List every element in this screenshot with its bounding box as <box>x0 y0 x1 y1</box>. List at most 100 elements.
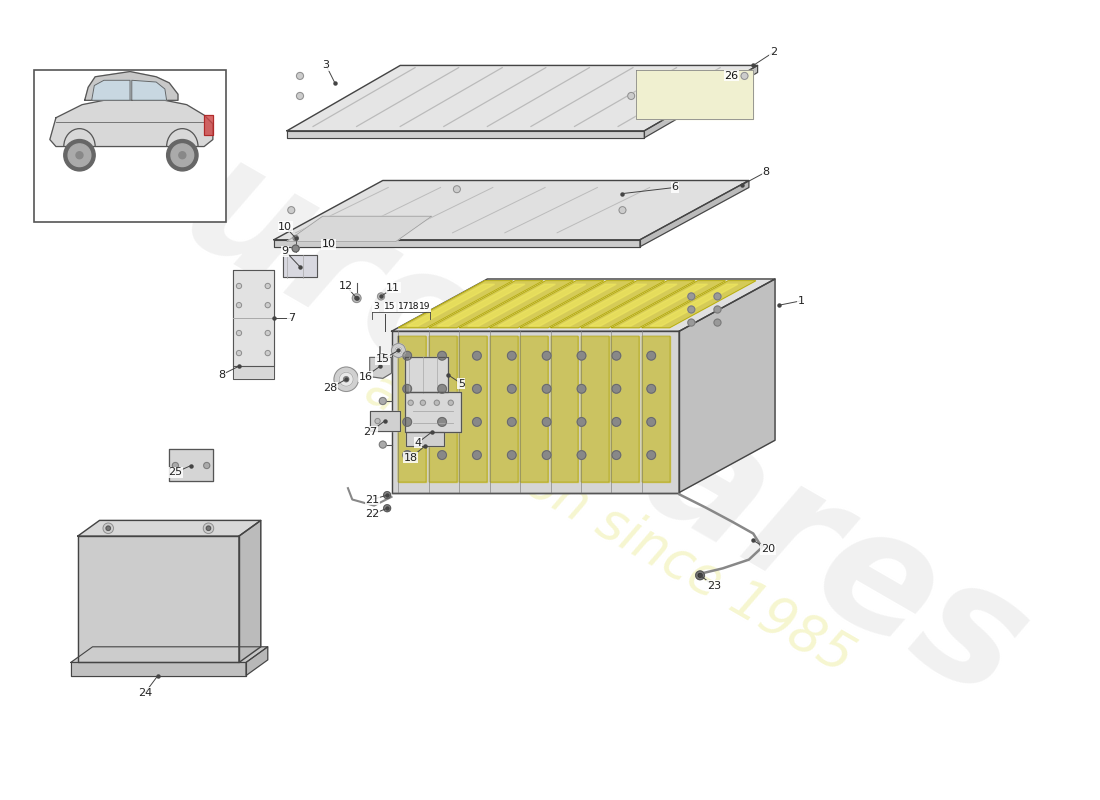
Circle shape <box>578 450 586 459</box>
Circle shape <box>741 73 748 79</box>
Circle shape <box>352 294 361 302</box>
Circle shape <box>688 319 695 326</box>
Circle shape <box>204 523 213 534</box>
Circle shape <box>403 385 411 393</box>
Polygon shape <box>407 284 495 326</box>
Text: 27: 27 <box>363 426 377 437</box>
Polygon shape <box>581 281 695 328</box>
Text: 7: 7 <box>288 314 295 323</box>
Text: 18: 18 <box>404 453 418 462</box>
Circle shape <box>265 283 271 289</box>
Polygon shape <box>283 255 318 278</box>
Text: 3: 3 <box>373 302 378 311</box>
Text: 3: 3 <box>322 61 330 70</box>
Circle shape <box>265 302 271 308</box>
Text: 22: 22 <box>365 510 380 519</box>
Circle shape <box>542 418 551 426</box>
Circle shape <box>236 330 242 336</box>
Polygon shape <box>233 366 274 379</box>
Circle shape <box>343 377 349 382</box>
Polygon shape <box>650 284 738 326</box>
Circle shape <box>473 385 482 393</box>
Polygon shape <box>619 284 707 326</box>
Circle shape <box>578 418 586 426</box>
Circle shape <box>612 351 620 360</box>
Circle shape <box>166 139 198 171</box>
Text: 10: 10 <box>278 222 293 232</box>
Polygon shape <box>528 284 616 326</box>
Text: eurospares: eurospares <box>60 67 1054 735</box>
Circle shape <box>377 293 385 300</box>
Circle shape <box>695 571 704 580</box>
Polygon shape <box>460 281 573 328</box>
Circle shape <box>698 574 702 577</box>
Circle shape <box>64 139 96 171</box>
Circle shape <box>473 450 482 459</box>
Polygon shape <box>581 336 608 482</box>
Polygon shape <box>392 331 679 493</box>
Text: 26: 26 <box>725 71 738 81</box>
Circle shape <box>420 400 426 406</box>
Polygon shape <box>437 284 525 326</box>
Polygon shape <box>640 181 749 246</box>
Circle shape <box>438 450 447 459</box>
Text: 2: 2 <box>770 47 777 58</box>
Polygon shape <box>468 284 556 326</box>
Circle shape <box>647 351 656 360</box>
Circle shape <box>507 418 516 426</box>
Circle shape <box>68 144 91 166</box>
Polygon shape <box>239 521 261 662</box>
Circle shape <box>619 206 626 214</box>
Circle shape <box>612 450 620 459</box>
Polygon shape <box>429 281 543 328</box>
Circle shape <box>453 186 461 193</box>
Circle shape <box>714 319 720 326</box>
Polygon shape <box>370 358 392 378</box>
Polygon shape <box>287 66 758 131</box>
Polygon shape <box>169 449 212 482</box>
Circle shape <box>507 385 516 393</box>
Polygon shape <box>392 279 776 331</box>
Text: 8: 8 <box>218 370 226 380</box>
Polygon shape <box>78 521 261 536</box>
Circle shape <box>507 450 516 459</box>
Polygon shape <box>490 281 604 328</box>
Polygon shape <box>550 336 579 482</box>
Polygon shape <box>520 281 635 328</box>
Circle shape <box>434 400 439 406</box>
Circle shape <box>438 385 447 393</box>
Circle shape <box>265 330 271 336</box>
Polygon shape <box>490 336 517 482</box>
Circle shape <box>293 235 298 241</box>
Circle shape <box>375 418 381 424</box>
Polygon shape <box>679 279 776 493</box>
Text: 4: 4 <box>414 438 421 448</box>
Text: 15: 15 <box>376 354 389 364</box>
Polygon shape <box>370 411 400 430</box>
Polygon shape <box>641 336 670 482</box>
Circle shape <box>236 283 242 289</box>
Text: 1: 1 <box>798 296 805 306</box>
Polygon shape <box>70 647 267 662</box>
Circle shape <box>612 385 620 393</box>
Circle shape <box>334 367 359 391</box>
Circle shape <box>76 152 82 158</box>
Circle shape <box>179 152 186 158</box>
Text: 21: 21 <box>365 494 380 505</box>
Circle shape <box>688 306 695 313</box>
Polygon shape <box>70 662 246 675</box>
Circle shape <box>403 450 411 459</box>
Circle shape <box>403 351 411 360</box>
Circle shape <box>106 526 110 530</box>
Polygon shape <box>287 131 645 138</box>
Circle shape <box>339 372 353 386</box>
Polygon shape <box>612 336 639 482</box>
Text: 23: 23 <box>707 581 722 590</box>
Text: 20: 20 <box>761 544 776 554</box>
Circle shape <box>714 306 720 313</box>
Circle shape <box>448 400 453 406</box>
Circle shape <box>204 462 210 469</box>
Circle shape <box>473 418 482 426</box>
Circle shape <box>103 523 113 534</box>
Circle shape <box>403 418 411 426</box>
